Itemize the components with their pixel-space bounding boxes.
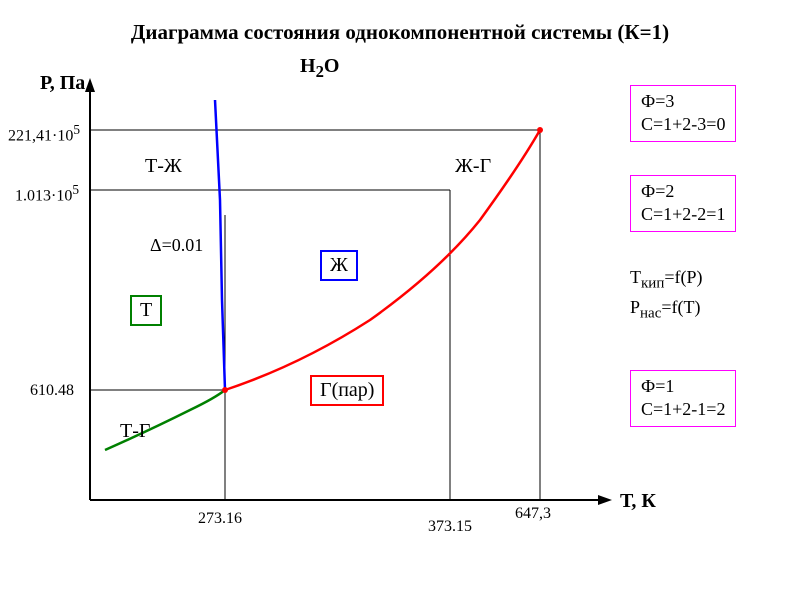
ytick-2: 610.48 bbox=[30, 382, 74, 400]
xtick-2: 647,3 bbox=[515, 505, 551, 523]
label-tz: Т-Ж bbox=[145, 155, 182, 178]
functions-text: Ткип=f(Р) Рнас=f(Т) bbox=[630, 265, 703, 324]
region-t: Т bbox=[130, 295, 162, 326]
critical-point bbox=[537, 127, 543, 133]
region-zh: Ж bbox=[320, 250, 358, 281]
phase-box-1: Ф=1 С=1+2-1=2 bbox=[630, 370, 736, 427]
xtick-0: 273.16 bbox=[198, 510, 242, 528]
y-axis-label: Р, Па bbox=[40, 72, 85, 95]
region-g: Г(пар) bbox=[310, 375, 384, 406]
phase-box-3: Ф=3 С=1+2-3=0 bbox=[630, 85, 736, 142]
label-delta: Δ=0.01 bbox=[150, 235, 203, 256]
phase-box-2: Ф=2 С=1+2-2=1 bbox=[630, 175, 736, 232]
ytick-1: 1.013·105 bbox=[15, 182, 79, 205]
xtick-1: 373.15 bbox=[428, 518, 472, 536]
x-axis-label: Т, К bbox=[620, 490, 656, 513]
ytick-0: 221,41·105 bbox=[8, 122, 80, 145]
curve-tz bbox=[215, 100, 225, 390]
curve-zg bbox=[225, 130, 540, 390]
label-tg: Т-Г bbox=[120, 420, 150, 443]
y-axis-arrow bbox=[85, 78, 95, 92]
x-axis-arrow bbox=[598, 495, 612, 505]
triple-point bbox=[222, 387, 228, 393]
label-zg: Ж-Г bbox=[455, 155, 491, 178]
